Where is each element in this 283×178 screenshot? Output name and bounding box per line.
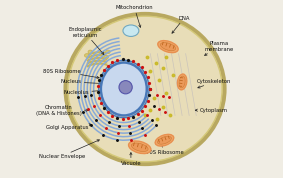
Ellipse shape xyxy=(66,14,224,164)
Ellipse shape xyxy=(106,50,110,54)
Text: Nucleus: Nucleus xyxy=(60,79,103,85)
Text: 70S Ribosome: 70S Ribosome xyxy=(145,142,183,155)
Ellipse shape xyxy=(119,81,132,94)
Text: Chromatin
(DNA & Histones): Chromatin (DNA & Histones) xyxy=(36,105,89,116)
Ellipse shape xyxy=(85,54,89,57)
Text: Cytoplasm: Cytoplasm xyxy=(195,108,228,113)
Ellipse shape xyxy=(177,74,187,90)
Text: Mitochondrion: Mitochondrion xyxy=(116,5,153,27)
Text: Golgi Apparatus: Golgi Apparatus xyxy=(46,124,91,130)
Ellipse shape xyxy=(123,25,139,36)
Ellipse shape xyxy=(104,55,108,59)
Ellipse shape xyxy=(158,41,178,53)
Ellipse shape xyxy=(131,143,148,151)
Text: Plasma
membrane: Plasma membrane xyxy=(205,41,234,55)
Ellipse shape xyxy=(155,134,174,146)
Text: Vacuole: Vacuole xyxy=(121,153,141,166)
Text: Cytoskeleton: Cytoskeleton xyxy=(197,79,231,88)
Text: Nucleolus: Nucleolus xyxy=(63,88,117,95)
Ellipse shape xyxy=(158,136,171,144)
Text: 80S Ribosome: 80S Ribosome xyxy=(43,69,99,78)
Text: DNA: DNA xyxy=(172,16,190,33)
Ellipse shape xyxy=(88,50,93,54)
Ellipse shape xyxy=(101,62,147,116)
Ellipse shape xyxy=(179,76,185,88)
Ellipse shape xyxy=(128,141,151,154)
Text: Nuclear Envelope: Nuclear Envelope xyxy=(39,140,99,159)
Ellipse shape xyxy=(160,43,176,51)
Text: Endoplasmic
reticulum: Endoplasmic reticulum xyxy=(68,27,104,54)
